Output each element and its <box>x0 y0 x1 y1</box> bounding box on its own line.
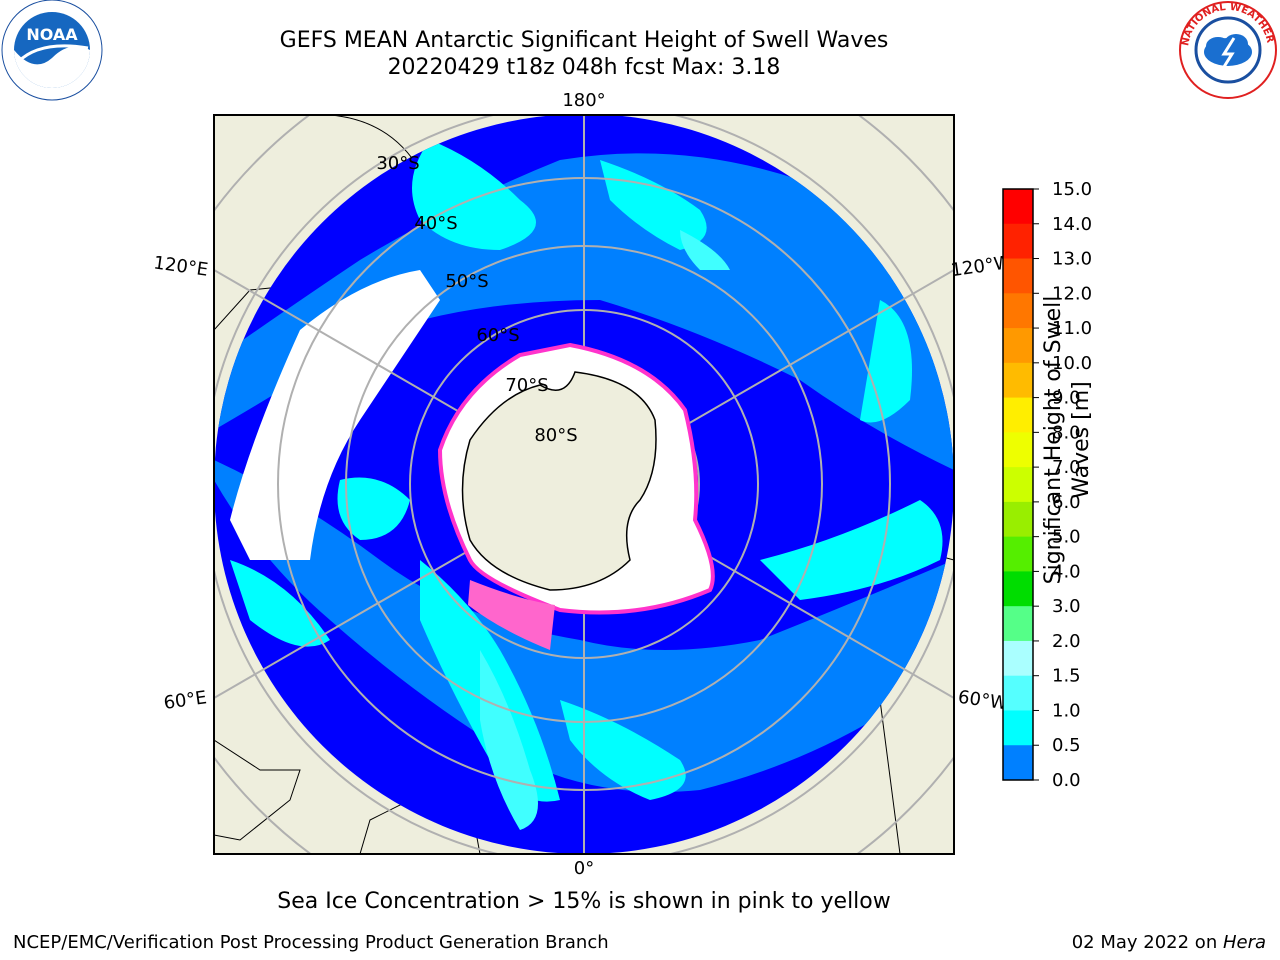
colorbar-tick-label: 10.0 <box>1052 353 1092 374</box>
colorbar-tick-label: 9.0 <box>1052 388 1081 409</box>
map-frame <box>213 114 955 855</box>
colorbar-segment <box>1003 571 1033 607</box>
colorbar-tick-label: 7.0 <box>1052 457 1081 478</box>
noaa-logo-text: NOAA <box>26 25 78 44</box>
colorbar: 15.0 14.0 13.0 12.0 11.0 10.0 9.0 8.0 7.0 6.0 5.0 4… <box>1002 179 1092 791</box>
colorbar-tick-label: 11.0 <box>1052 318 1092 339</box>
lat-label-80s: 80°S <box>534 425 577 446</box>
colorbar-segment <box>1003 258 1033 294</box>
colorbar-tick-label: 13.0 <box>1052 249 1092 270</box>
lat-label-30s: 30°S <box>376 153 419 174</box>
colorbar-segment <box>1003 397 1033 433</box>
colorbar-tick-label: 1.5 <box>1052 666 1081 687</box>
lat-label-70s: 70°S <box>505 375 548 396</box>
lat-label-40s: 40°S <box>414 213 457 234</box>
lon-label-120e: 120°E <box>152 252 209 280</box>
colorbar-segment <box>1003 536 1033 572</box>
footer-date: 02 May 2022 on Hera <box>1072 932 1266 953</box>
lat-label-60s: 60°S <box>476 325 519 346</box>
colorbar-segment <box>1003 328 1033 364</box>
colorbar-tick-label: 3.0 <box>1052 596 1081 617</box>
colorbar-tick-label: 15.0 <box>1052 179 1092 200</box>
lon-label-0: 0° <box>574 858 594 879</box>
colorbar-tick-label: 1.0 <box>1052 700 1081 721</box>
chart-subtitle: 20220429 t18z 048h fcst Max: 3.18 <box>387 55 781 80</box>
colorbar-tick-label: 2.0 <box>1052 631 1081 652</box>
lon-label-60e: 60°E <box>162 687 208 714</box>
chart-title: GEFS MEAN Antarctic Significant Height o… <box>279 28 889 53</box>
colorbar-segment <box>1003 467 1033 503</box>
colorbar-segment <box>1003 675 1033 711</box>
noaa-logo: NOAA <box>1 0 103 101</box>
colorbar-tick-label: 8.0 <box>1052 422 1081 443</box>
colorbar-tick-label: 12.0 <box>1052 283 1092 304</box>
colorbar-segment <box>1003 710 1033 746</box>
colorbar-segment <box>1003 745 1033 781</box>
colorbar-tick-label: 5.0 <box>1052 527 1081 548</box>
nws-logo: NATIONAL WEATHER SERVICE <box>1176 0 1278 100</box>
colorbar-segment <box>1003 293 1033 329</box>
sea-ice-weddell <box>468 580 555 650</box>
footer-branch: NCEP/EMC/Verification Post Processing Pr… <box>13 932 609 953</box>
lon-label-60w: 60°W <box>957 687 1009 715</box>
colorbar-tick-label: 6.0 <box>1052 492 1081 513</box>
footer-date-text: 02 May 2022 on <box>1071 932 1223 953</box>
colorbar-segment <box>1003 606 1033 642</box>
madagascar-landmass <box>214 739 301 841</box>
colorbar-label: Significant Height of Swell Waves [m] <box>1041 295 1094 585</box>
colorbar-tick-label: 14.0 <box>1052 214 1092 235</box>
colorbar-segment <box>1003 501 1033 538</box>
colorbar-segment <box>1003 640 1033 677</box>
colorbar-tick-label: 0.0 <box>1052 770 1081 791</box>
sea-ice-note: Sea Ice Concentration > 15% is shown in … <box>277 889 891 914</box>
colorbar-tick-label: 4.0 <box>1052 561 1081 582</box>
lat-label-50s: 50°S <box>445 271 488 292</box>
colorbar-segment <box>1003 189 1033 225</box>
lon-label-180: 180° <box>562 90 605 111</box>
colorbar-segment <box>1003 223 1033 260</box>
colorbar-segment <box>1003 432 1033 468</box>
colorbar-segment <box>1003 362 1033 399</box>
antarctica-landmass <box>461 371 657 591</box>
colorbar-tick-label: 0.5 <box>1052 735 1081 756</box>
colorbar-frame <box>1002 188 1034 781</box>
footer-machine: Hera <box>1222 932 1266 953</box>
